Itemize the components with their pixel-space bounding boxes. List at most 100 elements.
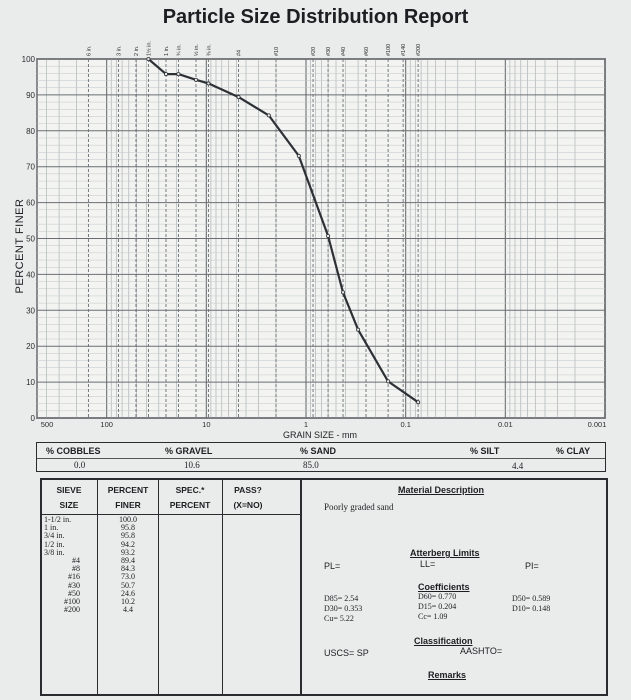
data-point bbox=[163, 72, 168, 77]
y-tick-label: 30 bbox=[26, 306, 35, 315]
col-divider-1 bbox=[97, 479, 98, 695]
data-point bbox=[176, 72, 181, 77]
percent-finer-cell: 84.3 bbox=[121, 564, 135, 574]
report-title: Particle Size Distribution Report bbox=[162, 6, 469, 28]
sieve-top-label: #60 bbox=[364, 47, 370, 56]
col-divider-2 bbox=[158, 479, 159, 695]
sieve-top-label: #4 bbox=[237, 50, 243, 56]
sieve-size-cell: #16 bbox=[68, 572, 80, 582]
pi-field: PI= bbox=[525, 561, 539, 571]
sieve-top-label: #140 bbox=[401, 44, 407, 56]
percent-finer-cell: 95.8 bbox=[121, 531, 135, 541]
sieve-size-cell: #4 bbox=[72, 555, 80, 565]
sieve-top-label: 3 in. bbox=[116, 45, 122, 56]
y-axis-label-wrap: PERCENT FINER bbox=[5, 180, 26, 330]
y-tick-label: 50 bbox=[26, 235, 35, 244]
d30-value: D30= 0.353 bbox=[324, 604, 363, 613]
y-tick-label: 10 bbox=[26, 378, 35, 387]
sieve-top-label: 1 in. bbox=[164, 45, 170, 56]
sieve-size-cell: 3/4 in. bbox=[44, 531, 65, 541]
d50-value: D50= 0.589 bbox=[512, 594, 551, 603]
data-point bbox=[296, 153, 301, 158]
percent-finer-cell: 93.2 bbox=[121, 547, 135, 557]
coefficients-heading: Coefficients bbox=[418, 582, 470, 592]
header-underline bbox=[41, 514, 300, 515]
material-heading: Material Description bbox=[398, 485, 485, 495]
x-tick-label: 100 bbox=[100, 420, 113, 429]
sieve-top-label: #30 bbox=[326, 47, 332, 56]
sieve-top-label: ⅜ in. bbox=[206, 44, 212, 56]
sieve-size-cell: #30 bbox=[68, 580, 80, 590]
ll-field: LL= bbox=[420, 559, 436, 569]
percent-finer-cell: 95.8 bbox=[121, 523, 135, 533]
sieve-size-cell: 1/2 in. bbox=[44, 539, 65, 549]
data-point bbox=[206, 81, 211, 86]
sieve-size-cell: #50 bbox=[68, 588, 80, 598]
col-percent-header: PERCENT FINER bbox=[107, 485, 149, 510]
sieve-size-cell: #8 bbox=[72, 564, 80, 574]
data-point bbox=[326, 233, 331, 238]
summary-clay-header: % CLAY bbox=[556, 446, 591, 456]
y-tick-label: 40 bbox=[26, 270, 35, 279]
sieve-top-label: #100 bbox=[386, 44, 392, 56]
d85-value: D85= 2.54 bbox=[324, 594, 359, 603]
y-axis-label: PERCENT FINER bbox=[14, 198, 26, 294]
aashto-value: AASHTO= bbox=[460, 646, 503, 656]
summary-cobbles-header: % COBBLES bbox=[46, 446, 101, 456]
y-tick-label: 90 bbox=[26, 91, 35, 100]
x-tick-label: 500 bbox=[41, 420, 54, 429]
summary-divider bbox=[37, 458, 605, 459]
col-sieve-header: SIEVE SIZE bbox=[56, 485, 82, 510]
y-tick-label: 20 bbox=[26, 342, 35, 351]
x-axis-label: GRAIN SIZE - mm bbox=[283, 430, 357, 440]
data-point bbox=[236, 95, 241, 100]
sieve-top-label: ¾ in. bbox=[176, 44, 182, 56]
y-tick-label: 0 bbox=[31, 414, 36, 423]
cc-value: Cc= 1.09 bbox=[418, 612, 448, 621]
col-pass-header: PASS? (X=NO) bbox=[233, 485, 263, 510]
percent-finer-cell: 50.7 bbox=[121, 580, 135, 590]
sieve-top-label: 1½ in. bbox=[145, 41, 152, 56]
data-point bbox=[193, 77, 198, 82]
summary-sand-value: 85.0 bbox=[303, 460, 319, 470]
percent-finer-cell: 100.0 bbox=[119, 515, 137, 524]
atterberg-heading: Atterberg Limits bbox=[410, 548, 480, 558]
summary-cobbles-value: 0.0 bbox=[74, 460, 86, 470]
sieve-size-cell: 1-1/2 in. bbox=[44, 515, 72, 524]
sieve-size-column: 1-1/2 in. 1 in. 3/4 in. 1/2 in. 3/8 in. #4 #8 #… bbox=[44, 515, 96, 615]
summary-sand-header: % SAND bbox=[300, 446, 337, 456]
summary-gravel-value: 10.6 bbox=[184, 460, 200, 470]
summary-silt-clay-value: 4.4 bbox=[512, 461, 524, 471]
sieve-top-label: #200 bbox=[416, 44, 422, 56]
y-tick-label: 100 bbox=[22, 55, 36, 64]
x-tick-label: 0.001 bbox=[588, 420, 607, 429]
sieve-size-cell: 1 in. bbox=[44, 523, 59, 533]
x-tick-label: 0.1 bbox=[400, 420, 410, 429]
percent-finer-cell: 24.6 bbox=[121, 588, 135, 598]
percent-finer-cell: 73.0 bbox=[121, 572, 135, 582]
sieve-size-cell: #100 bbox=[64, 596, 80, 606]
sieve-top-label: #10 bbox=[274, 47, 280, 56]
sieve-size-cell: #200 bbox=[64, 605, 80, 615]
d10-value: D10= 0.148 bbox=[512, 604, 551, 613]
data-point bbox=[146, 57, 151, 62]
sieve-size-cell: 3/8 in. bbox=[44, 547, 65, 557]
lower-table-split bbox=[300, 479, 302, 695]
lower-table bbox=[40, 478, 608, 696]
percent-finer-column: 100.0 95.8 95.8 94.2 93.2 89.4 84.3 73.0 50.7 24.… bbox=[108, 515, 148, 615]
y-tick-label: 60 bbox=[26, 199, 35, 208]
data-point bbox=[356, 327, 361, 332]
data-point bbox=[386, 379, 391, 384]
sieve-top-label: #20 bbox=[311, 47, 317, 56]
sieve-top-label: #40 bbox=[341, 47, 347, 56]
summary-table bbox=[36, 442, 606, 472]
sieve-top-label: ½ in. bbox=[193, 44, 200, 56]
remarks-heading: Remarks bbox=[428, 670, 467, 680]
summary-silt-header: % SILT bbox=[470, 446, 500, 456]
x-tick-label: 0.01 bbox=[498, 420, 513, 429]
summary-gravel-header: % GRAVEL bbox=[165, 446, 213, 456]
particle-size-chart: 0 10 20 30 40 50 60 70 80 90 100 500 100 10 1 0.1 0.01 0.… bbox=[22, 41, 607, 429]
percent-finer-cell: 4.4 bbox=[123, 605, 133, 615]
col-divider-3 bbox=[222, 479, 223, 695]
classification-heading: Classification bbox=[414, 636, 473, 646]
